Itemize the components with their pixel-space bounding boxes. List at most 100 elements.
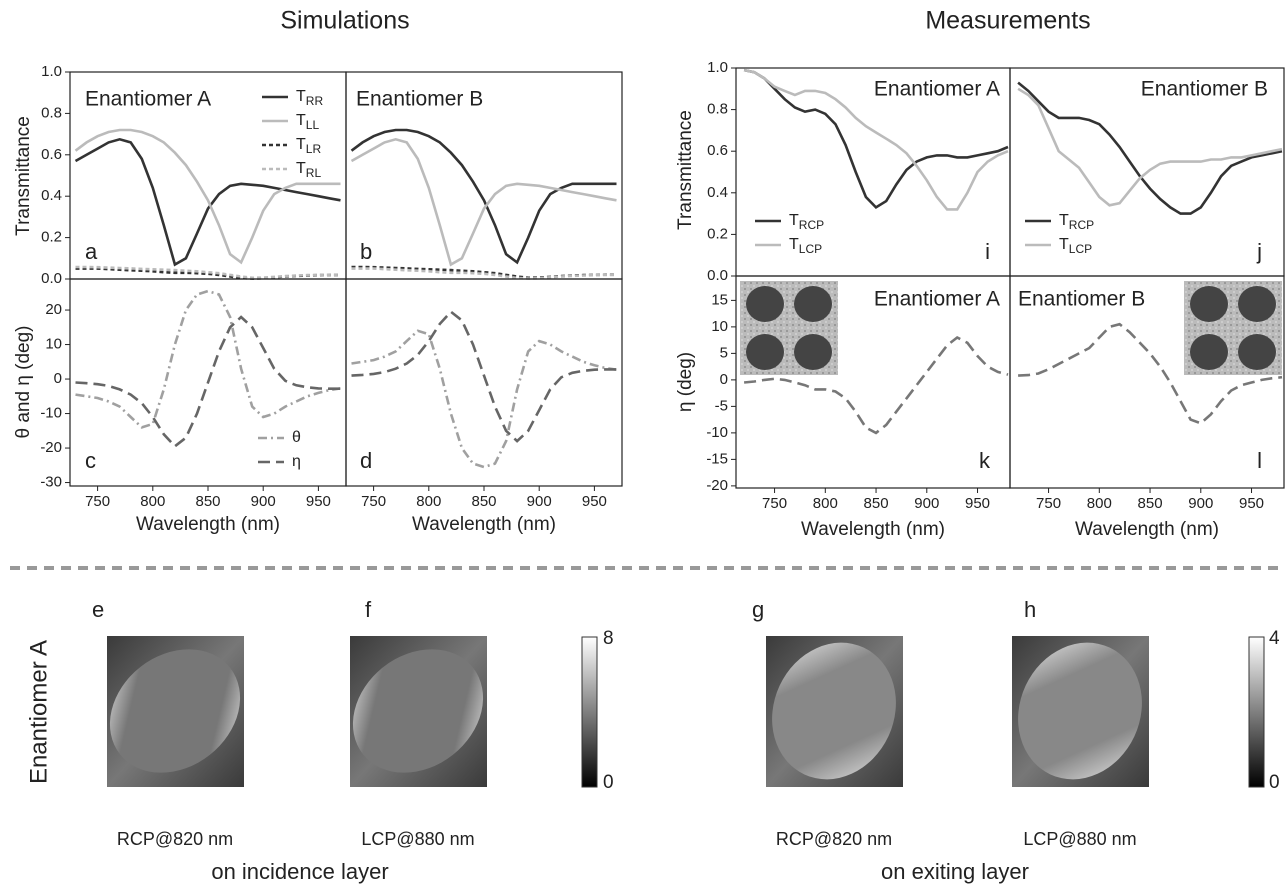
y-tick-label: 15 (711, 291, 728, 308)
legend-label: TLCP (1059, 236, 1092, 256)
x-axis-label: Wavelength (nm) (412, 514, 556, 535)
x-tick-label: 750 (762, 495, 787, 512)
y-tick-label: 0.8 (707, 101, 728, 118)
y-tick-label: 0.6 (707, 142, 728, 159)
series-line (76, 317, 341, 446)
series-line (352, 130, 617, 262)
y-tick-label: 20 (45, 301, 62, 318)
panel-label: g (752, 597, 764, 622)
series-line (76, 269, 341, 279)
annotation: Enantiomer A (85, 88, 211, 111)
x-tick-label: 850 (195, 493, 220, 510)
y-tick-label: 0 (720, 371, 728, 388)
series-line (352, 331, 617, 467)
colorbar (1249, 637, 1264, 787)
caption: RCP@820 nm (117, 829, 233, 849)
legend-label: TLR (296, 136, 321, 156)
y-tick-label: 10 (711, 318, 728, 335)
x-tick-label: 950 (582, 493, 607, 510)
y-tick-label: 1.0 (707, 59, 728, 76)
plot-frame (346, 279, 622, 486)
y-tick-label: -10 (706, 424, 728, 441)
x-tick-label: 900 (914, 495, 939, 512)
colorbar-label: 4 (1269, 628, 1280, 649)
group-label: on exiting layer (881, 859, 1029, 884)
legend-label: TRR (296, 88, 323, 108)
y-tick-label: -15 (706, 450, 728, 467)
annotation: Enantiomer B (356, 88, 483, 111)
y-tick-label: 0.8 (41, 104, 62, 121)
y-tick-label: 0.2 (707, 225, 728, 242)
panel-label: a (85, 239, 98, 264)
series-line (76, 267, 341, 278)
annotation: Enantiomer A (874, 78, 1000, 101)
y-tick-label: 5 (720, 344, 728, 361)
field-map (750, 622, 918, 800)
y-axis-label: Transmittance (675, 110, 696, 230)
x-tick-label: 850 (1138, 495, 1163, 512)
field-map (85, 624, 264, 798)
panel-label: k (979, 448, 991, 473)
header: Measurements (925, 7, 1090, 35)
y-tick-label: -30 (40, 474, 62, 491)
y-tick-label: 0.0 (41, 270, 62, 287)
y-axis-label: Transmittance (13, 116, 34, 236)
legend-label: TRL (296, 160, 321, 180)
caption: LCP@880 nm (1023, 829, 1136, 849)
group-label: on incidence layer (211, 859, 388, 884)
legend-label: TLCP (789, 236, 822, 256)
x-tick-label: 750 (361, 493, 386, 510)
field-map (996, 622, 1164, 800)
annotation: Enantiomer B (1018, 288, 1145, 311)
field-map (328, 624, 507, 798)
caption: LCP@880 nm (361, 829, 474, 849)
colorbar (582, 637, 597, 787)
legend-label: η (292, 453, 301, 470)
x-tick-label: 800 (813, 495, 838, 512)
sem-inset (740, 281, 838, 375)
colorbar-label: 0 (603, 772, 614, 793)
sem-inset (1184, 281, 1282, 375)
series-line (352, 312, 617, 441)
panel-label: h (1024, 597, 1036, 622)
annotation: Enantiomer A (874, 288, 1000, 311)
colorbar-label: 0 (1269, 772, 1280, 793)
x-tick-label: 800 (140, 493, 165, 510)
legend-label: TLL (296, 112, 319, 132)
panel-label: e (92, 597, 104, 622)
panel-label: f (365, 597, 372, 622)
y-tick-label: 1.0 (41, 63, 62, 80)
y-tick-label: 0.4 (41, 187, 62, 204)
annotation: Enantiomer B (1141, 78, 1268, 101)
x-tick-label: 950 (306, 493, 331, 510)
x-tick-label: 750 (85, 493, 110, 510)
y-tick-label: 0.0 (707, 267, 728, 284)
y-tick-label: 0.4 (707, 184, 728, 201)
panel-label: d (360, 448, 372, 473)
x-tick-label: 800 (416, 493, 441, 510)
x-tick-label: 900 (527, 493, 552, 510)
panel-label: c (85, 448, 96, 473)
caption: RCP@820 nm (776, 829, 892, 849)
series-line (76, 291, 341, 427)
x-tick-label: 750 (1036, 495, 1061, 512)
x-tick-label: 950 (965, 495, 990, 512)
x-axis-label: Wavelength (nm) (1075, 519, 1219, 540)
panel-label: i (985, 239, 990, 264)
panel-label: l (1257, 448, 1262, 473)
x-axis-label: Wavelength (nm) (136, 514, 280, 535)
x-tick-label: 850 (864, 495, 889, 512)
figure: Simulations Measurements Enantiomer A e … (0, 0, 1287, 888)
y-axis-label: θ and η (deg) (13, 325, 34, 438)
colorbar-label: 8 (603, 628, 614, 649)
y-tick-label: -5 (715, 397, 728, 414)
x-tick-label: 900 (251, 493, 276, 510)
y-tick-label: -20 (706, 477, 728, 494)
x-tick-label: 800 (1087, 495, 1112, 512)
legend-label: θ (292, 429, 301, 446)
row-label: Enantiomer A (25, 640, 52, 784)
x-tick-label: 950 (1239, 495, 1264, 512)
y-axis-label: η (deg) (675, 352, 696, 412)
y-tick-label: 0.6 (41, 146, 62, 163)
y-tick-label: -20 (40, 439, 62, 456)
